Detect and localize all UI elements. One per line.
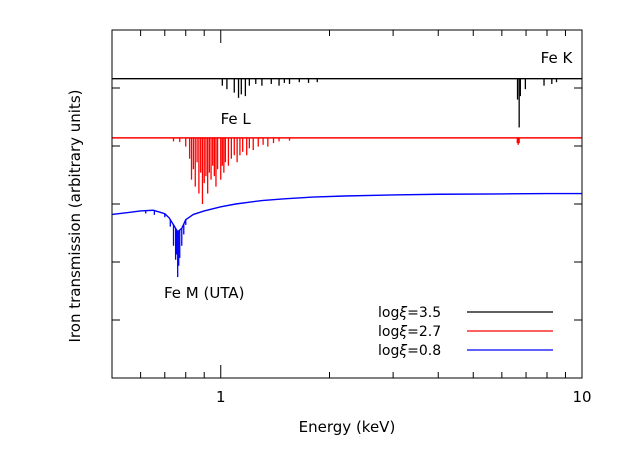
- plot-frame: [111, 29, 583, 379]
- series-3: [111, 192, 582, 278]
- x-tick-label: 1: [216, 388, 226, 406]
- annotation: Fe M (UTA): [164, 284, 244, 302]
- annotation-group: Fe K Fe L Fe M (UTA): [164, 49, 574, 302]
- series-1: [112, 78, 582, 128]
- series-2: [112, 137, 582, 204]
- legend: logξ=3.5 logξ=2.7 logξ=0.8: [378, 305, 553, 359]
- x-tick-label: 10: [572, 388, 591, 406]
- series-group: [111, 78, 582, 278]
- tick-group: 1 10: [111, 29, 592, 406]
- y-axis-label: Iron transmission (arbitrary units): [66, 90, 84, 343]
- legend-label: logξ=0.8: [378, 343, 441, 359]
- annotation: Fe L: [221, 110, 252, 128]
- series-line: [111, 192, 582, 233]
- label-group: Energy (keV) Iron transmission (arbitrar…: [66, 90, 395, 437]
- annotation: Fe K: [541, 49, 574, 67]
- x-axis-label: Energy (keV): [299, 418, 396, 436]
- legend-label: logξ=3.5: [378, 305, 441, 321]
- legend-label: logξ=2.7: [378, 324, 441, 340]
